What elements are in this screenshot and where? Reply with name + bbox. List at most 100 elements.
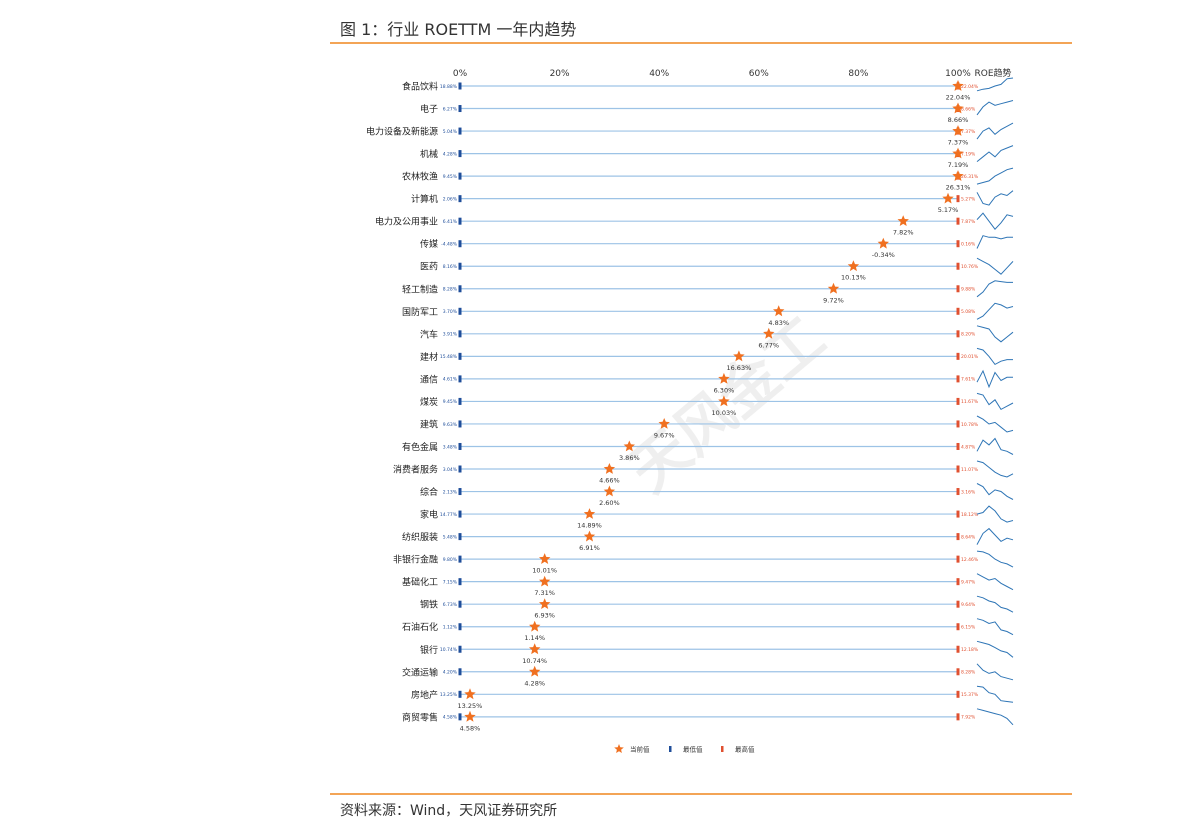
roe-trend-sparkline [976,640,1014,658]
max-value-label: 26.31% [961,174,979,180]
min-value-label: 5.04% [443,129,458,135]
roe-trend-sparkline [976,505,1014,523]
industry-label: 商贸零售 [402,711,438,723]
current-value-label: 5.17% [938,206,959,214]
current-star [464,688,476,700]
industry-label: 电力设备及新能源 [366,126,438,138]
min-value-label: 4.61% [443,377,458,383]
industry-label: 国防军工 [402,306,438,318]
roe-trend-sparkline [976,573,1014,591]
current-value-label: 4.28% [524,679,545,687]
current-value-label: 6.93% [534,612,555,620]
max-marker [956,713,960,721]
roe-trend-sparkline [976,347,1013,366]
max-marker [956,442,960,450]
industry-label: 医药 [420,262,438,273]
min-value-label: 3.91% [443,332,458,338]
current-value-label: 7.37% [948,139,969,147]
current-star [583,508,596,519]
max-marker [956,533,960,541]
current-value-label: 7.19% [948,161,969,169]
industry-label: 基础化工 [402,576,438,588]
min-marker [458,645,462,653]
roe-trend-sparkline [976,122,1014,140]
roe-trend-sparkline [976,527,1014,545]
industry-label: 家电 [420,509,438,521]
roe-trend-sparkline [976,257,1014,275]
current-value-label: 10.01% [532,567,557,575]
max-value-label: 7.92% [961,715,976,721]
trend-column-title: ROE趋势 [974,67,1011,79]
min-value-label: 3.04% [443,467,458,473]
min-marker [458,285,462,293]
min-marker [458,240,462,248]
legend-max-marker [721,746,724,752]
min-marker [458,488,462,496]
current-value-label: 8.66% [948,116,969,124]
current-star [718,372,730,384]
current-value-label: 4.83% [768,319,789,327]
min-value-label: 10.74% [440,647,458,653]
current-star [827,282,840,294]
min-value-label: 13.25% [440,692,458,698]
current-star [539,598,551,609]
current-star [763,327,775,339]
min-value-label: 9.80% [443,557,458,563]
min-marker [458,217,462,225]
min-value-label: 6.41% [443,219,458,225]
industry-label: 计算机 [411,193,438,205]
max-value-label: 7.19% [961,151,976,157]
roe-trend-sparkline [976,460,1014,478]
max-value-label: 11.67% [961,399,979,405]
max-marker [956,488,960,496]
roe-trend-sparkline [976,618,1014,636]
current-star [897,215,909,226]
min-value-label: 6.73% [443,602,458,608]
current-star [718,395,730,407]
max-value-label: 8.64% [961,534,976,540]
max-marker [956,217,960,225]
max-value-label: 12.46% [961,557,979,563]
roe-trend-sparkline [976,235,1013,249]
current-star [539,553,551,564]
industry-label: 电力及公用事业 [375,216,438,228]
industry-label: 有色金属 [402,441,438,453]
x-tick-label: 60% [749,69,769,79]
source-rule [330,793,1072,795]
min-marker [458,105,462,113]
current-value-label: 6.91% [579,544,600,552]
industry-label: 交通运输 [402,666,438,678]
industry-label: 房地产 [411,689,438,701]
roe-trend-sparkline [976,483,1014,500]
max-marker [956,285,960,293]
min-value-label: 18.88% [440,84,458,90]
min-value-label: 15.48% [440,354,458,360]
min-marker [458,352,462,360]
industry-label: 电子 [420,103,438,115]
min-value-label: 1.12% [443,625,458,631]
max-value-label: 22.04% [961,84,979,90]
max-value-label: 5.08% [961,309,976,315]
legend-min-label: 最低值 [683,745,703,754]
current-value-label: 1.14% [524,634,545,642]
max-value-label: 8.28% [961,670,976,676]
industry-label: 石油石化 [402,621,438,633]
industry-label: 钢铁 [420,599,438,611]
min-value-label: 6.27% [443,106,458,112]
min-marker [458,668,462,676]
max-value-label: 3.16% [961,489,976,495]
current-value-label: 2.60% [599,499,620,507]
roe-trend-sparkline [976,708,1014,726]
max-marker [956,645,960,653]
max-value-label: 8.66% [961,106,976,112]
min-marker [458,150,462,158]
min-value-label: 9.45% [443,174,458,180]
max-marker [956,397,960,405]
min-value-label: 3.70% [443,309,458,315]
current-value-label: 4.58% [460,724,481,732]
min-marker [458,307,462,315]
industry-label: 传媒 [420,238,438,250]
current-value-label: 10.74% [522,657,547,665]
max-value-label: 0.16% [961,242,976,248]
